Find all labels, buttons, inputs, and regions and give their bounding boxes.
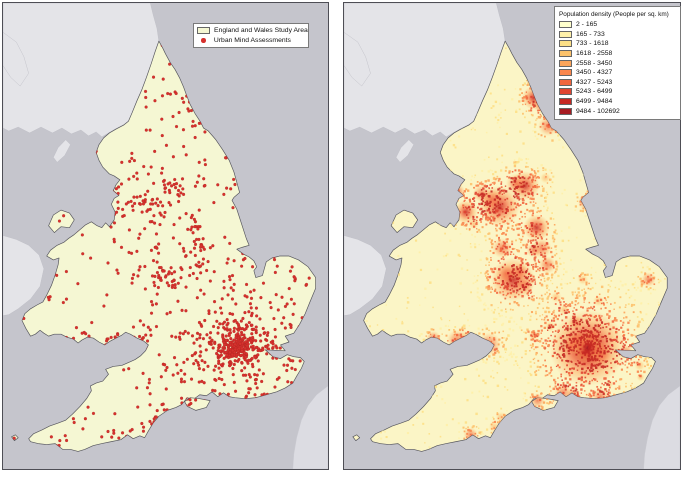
density-class-row: 4327 - 5243 bbox=[559, 78, 676, 88]
density-class-label: 2 - 165 bbox=[576, 21, 598, 29]
study-area-map-panel: England and Wales Study Area Urban Mind … bbox=[2, 2, 329, 470]
density-class-swatch bbox=[559, 30, 572, 38]
background-land bbox=[344, 3, 680, 469]
density-class-row: 165 - 733 bbox=[559, 30, 676, 40]
background-land bbox=[3, 3, 328, 469]
density-class-swatch bbox=[559, 107, 572, 115]
density-legend-title: Population density (People per sq. km) bbox=[559, 11, 669, 18]
density-class-label: 733 - 1618 bbox=[576, 40, 609, 48]
density-class-swatch bbox=[559, 88, 572, 96]
density-class-label: 1618 - 2558 bbox=[576, 50, 613, 58]
density-class-swatch bbox=[559, 50, 572, 58]
density-class-row: 733 - 1618 bbox=[559, 39, 676, 49]
density-class-label: 9484 - 102692 bbox=[576, 107, 620, 115]
study-area-swatch bbox=[197, 27, 210, 35]
population-density-map bbox=[344, 3, 680, 469]
density-class-label: 5243 - 6499 bbox=[576, 88, 613, 96]
density-class-row: 2558 - 3450 bbox=[559, 58, 676, 68]
legend-label-assessments: Urban Mind Assessments bbox=[213, 36, 291, 44]
density-class-swatch bbox=[559, 40, 572, 48]
legend-label-study-area: England and Wales Study Area bbox=[214, 27, 308, 35]
england-wales-study-area-map bbox=[3, 3, 328, 469]
density-class-swatch bbox=[559, 69, 572, 77]
density-class-row: 3450 - 4327 bbox=[559, 68, 676, 78]
density-class-label: 3450 - 4327 bbox=[576, 69, 613, 77]
legend-row-assessments: Urban Mind Assessments bbox=[197, 36, 305, 46]
density-class-row: 2 - 165 bbox=[559, 20, 676, 30]
density-legend: Population density (People per sq. km) 2… bbox=[554, 6, 681, 120]
density-class-label: 2558 - 3450 bbox=[576, 59, 613, 67]
density-class-label: 4327 - 5243 bbox=[576, 78, 613, 86]
assessment-dot-swatch bbox=[201, 38, 206, 43]
population-density-map-panel: Population density (People per sq. km) 2… bbox=[343, 2, 681, 470]
density-class-swatch bbox=[559, 98, 572, 106]
density-class-swatch bbox=[559, 21, 572, 29]
density-legend-classes: 2 - 165 165 - 733 733 - 1618 1618 - 2558 255… bbox=[559, 20, 676, 116]
density-class-label: 165 - 733 bbox=[576, 30, 605, 38]
density-class-row: 6499 - 9484 bbox=[559, 97, 676, 107]
density-class-row: 5243 - 6499 bbox=[559, 87, 676, 97]
study-area-legend: England and Wales Study Area Urban Mind … bbox=[193, 23, 309, 49]
density-class-swatch bbox=[559, 78, 572, 86]
legend-row-study-area: England and Wales Study Area bbox=[197, 26, 308, 36]
density-class-swatch bbox=[559, 59, 572, 67]
density-class-row: 9484 - 102692 bbox=[559, 106, 676, 116]
density-class-label: 6499 - 9484 bbox=[576, 98, 613, 106]
assessment-dots-layer bbox=[12, 41, 316, 452]
density-class-row: 1618 - 2558 bbox=[559, 49, 676, 59]
